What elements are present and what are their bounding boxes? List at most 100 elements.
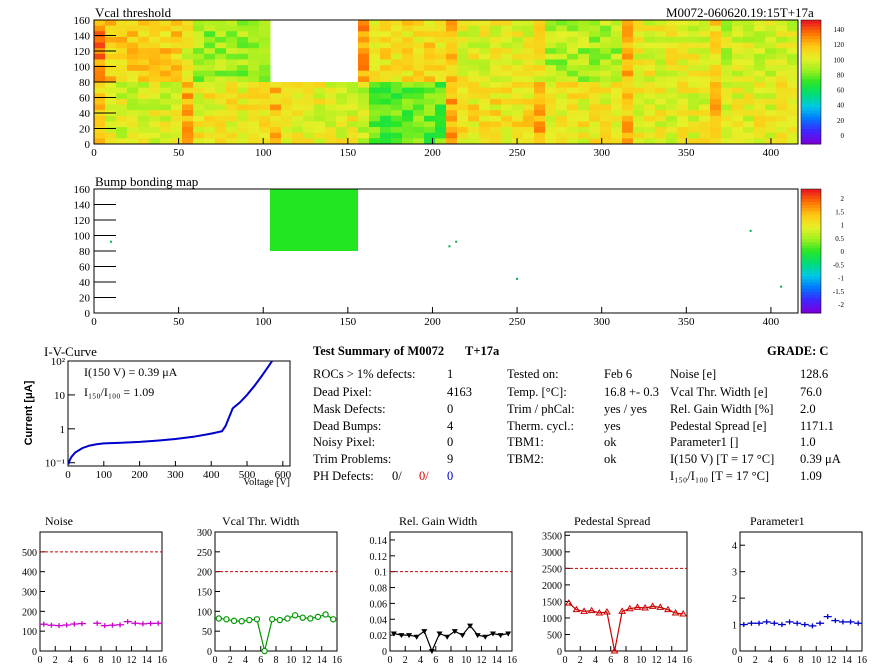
heatmap-cell — [468, 132, 480, 139]
x-tick-label: 200 — [131, 469, 148, 481]
heatmap-cell — [248, 110, 260, 117]
heatmap-cell — [589, 82, 601, 89]
heatmap-cell — [402, 104, 414, 111]
heatmap-cell — [787, 48, 799, 55]
heatmap-cell — [380, 25, 392, 32]
heatmap-cell — [259, 31, 271, 38]
heatmap-cell — [534, 82, 546, 89]
y-tick-label: 3 — [732, 568, 737, 579]
heatmap-cell — [204, 127, 216, 134]
heatmap-cell — [237, 82, 249, 89]
heatmap-cell — [523, 87, 535, 94]
heatmap-cell — [237, 59, 249, 66]
x-tick-label: 2 — [753, 655, 758, 666]
heatmap-cell — [754, 25, 766, 32]
heatmap-cell — [369, 25, 381, 32]
heatmap-cell — [248, 20, 260, 27]
x-tick-label: 0 — [38, 655, 43, 666]
data-point — [413, 634, 420, 640]
heatmap-cell — [127, 42, 139, 49]
heatmap-cell — [127, 76, 139, 83]
heatmap-cell — [204, 98, 216, 106]
heatmap-cell — [369, 82, 381, 89]
heatmap-cell — [171, 132, 183, 139]
heatmap-cell — [512, 53, 524, 60]
heatmap-cell — [633, 87, 645, 94]
heatmap-cell — [149, 87, 161, 94]
heatmap-cell — [435, 76, 447, 83]
heatmap-cell — [611, 138, 623, 145]
data-point — [641, 604, 649, 611]
heatmap-cell — [160, 87, 172, 94]
heatmap-cell — [402, 110, 414, 117]
x-tick-label: 16 — [157, 655, 167, 666]
heatmap-cell — [325, 132, 337, 139]
heatmap-cell — [369, 70, 381, 77]
heatmap-cell — [171, 127, 183, 134]
heatmap-cell — [677, 25, 689, 32]
heatmap-cell — [721, 87, 733, 94]
heatmap-cell — [589, 110, 601, 117]
heatmap-cell — [765, 93, 777, 100]
heatmap-cell — [325, 82, 337, 89]
y-tick-label: 0.1 — [375, 568, 388, 579]
heatmap-cell — [600, 82, 612, 89]
heatmap-cell — [358, 104, 370, 111]
summary-value: 1.09 — [800, 469, 822, 483]
colorbar-cell — [801, 20, 821, 24]
x-tick-label: 100 — [255, 316, 272, 328]
heatmap-cell — [193, 42, 205, 49]
heatmap-cell — [402, 53, 414, 60]
heatmap-cell — [578, 138, 590, 145]
heatmap-cell — [215, 59, 227, 66]
heatmap-cell — [666, 70, 678, 77]
y-tick-label: 2 — [732, 594, 737, 605]
heatmap-cell — [688, 138, 700, 145]
heatmap-cell — [578, 115, 590, 122]
heatmap-cell — [347, 110, 359, 117]
heatmap-cell — [325, 115, 337, 122]
y-tick-label: 3000 — [542, 548, 562, 559]
heatmap-cell — [402, 132, 414, 139]
data-point — [436, 631, 443, 637]
heatmap-cell — [446, 70, 458, 77]
heatmap-cell — [182, 82, 194, 89]
heatmap-cell — [732, 121, 744, 128]
x-tick-label: 14 — [142, 655, 152, 666]
colorbar-cell — [801, 137, 821, 142]
x-tick-label: 50 — [173, 147, 185, 159]
heatmap-cell — [215, 87, 227, 94]
colorbar-tick-label: 60 — [837, 87, 845, 95]
heatmap-cell — [248, 31, 260, 38]
heatmap-cell — [358, 82, 370, 89]
heatmap-cell — [259, 138, 271, 145]
y-tick-label: 1 — [60, 424, 66, 436]
heatmap-cell — [259, 87, 271, 94]
heatmap-cell — [237, 138, 249, 145]
heatmap-cell — [358, 53, 370, 60]
heatmap-cell — [776, 70, 788, 77]
heatmap-cell — [413, 87, 425, 94]
data-point — [314, 613, 322, 621]
heatmap-cell — [182, 53, 194, 60]
heatmap-cell — [523, 70, 535, 77]
heatmap-cell — [270, 104, 282, 111]
heatmap-cell — [215, 76, 227, 83]
heatmap-cell — [622, 31, 634, 38]
heatmap-cell — [787, 25, 799, 32]
heatmap-cell — [94, 98, 106, 106]
heatmap-cell — [479, 42, 491, 49]
heatmap-cell — [556, 98, 568, 106]
heatmap-cell — [204, 138, 216, 145]
heatmap-cell — [446, 31, 458, 38]
heatmap-cell — [468, 48, 480, 55]
heatmap-cell — [600, 132, 612, 139]
summary-label: ROCs > 1% defects: — [313, 367, 416, 381]
heatmap-cell — [435, 53, 447, 60]
heatmap-cell — [116, 98, 128, 106]
heatmap-cell — [237, 132, 249, 139]
heatmap-cell — [402, 20, 414, 27]
heatmap-cell — [105, 65, 117, 72]
heatmap-cell — [127, 115, 139, 122]
